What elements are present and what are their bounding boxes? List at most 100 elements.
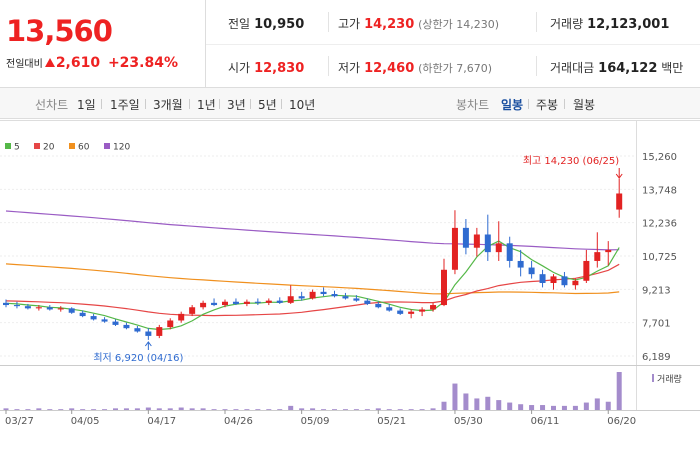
- y-tick-label: 12,236: [642, 219, 677, 230]
- volume-bar: [200, 408, 206, 410]
- candle-down: [254, 301, 261, 303]
- legend-label-60: 60: [78, 143, 90, 153]
- volume-bar: [47, 409, 53, 410]
- tab-1y[interactable]: 1년: [197, 98, 216, 112]
- candle-down: [397, 310, 404, 314]
- chart-tabs: 선차트 1일 1주일 3개월 1년 3년 5년 10년 봉차트 일봉 주봉 월봉: [0, 88, 700, 119]
- volume-bar: [397, 409, 403, 410]
- candle-down: [331, 294, 338, 297]
- up-arrow-icon: [44, 58, 55, 67]
- volume-bar: [178, 407, 184, 410]
- y-tick-label: 6,189: [642, 352, 671, 363]
- volume-bar: [277, 409, 283, 410]
- tab-3m[interactable]: 3개월: [153, 98, 183, 112]
- volume-bar: [310, 408, 316, 410]
- tab-1d[interactable]: 1일: [77, 98, 96, 112]
- volume-bar: [551, 405, 556, 410]
- volume-bar: [594, 398, 600, 410]
- x-tick-label: 05/21: [377, 416, 406, 427]
- tab-monthly[interactable]: 월봉: [573, 98, 596, 112]
- volume: 거래량 12,123,001: [550, 15, 669, 32]
- volume-bar: [211, 409, 217, 410]
- candle-down: [320, 291, 327, 295]
- volume-bar: [233, 409, 239, 410]
- tab-daily[interactable]: 일봉: [501, 98, 524, 112]
- annotations: 최고 14,230 (06/25) 최저 6,920 (04/16): [93, 155, 623, 364]
- candle-up: [189, 307, 196, 314]
- candle-down: [484, 234, 491, 253]
- volume-bar: [321, 409, 327, 410]
- ma-120-line: [5, 210, 620, 251]
- tab-3y[interactable]: 3년: [227, 98, 246, 112]
- volume-bar: [113, 408, 118, 410]
- volume-bar: [485, 396, 491, 410]
- volume-bar: [605, 401, 611, 410]
- candle-up: [178, 313, 185, 321]
- legend-swatch-60: [69, 143, 75, 149]
- candle-down: [211, 302, 218, 306]
- candle-up: [309, 291, 316, 299]
- tab-candle-chart[interactable]: 봉차트: [456, 98, 490, 112]
- volume-bar: [386, 409, 392, 410]
- candle-up: [605, 249, 612, 253]
- volume-bar: [375, 408, 381, 410]
- change-value: 2,610: [55, 55, 101, 71]
- volume-bar: [14, 409, 20, 410]
- legend-swatch-120: [104, 143, 110, 149]
- candle-down: [232, 301, 239, 304]
- candle-up: [200, 302, 207, 308]
- volume-bar: [507, 402, 513, 410]
- tab-10y[interactable]: 10년: [289, 98, 316, 112]
- candle-up: [156, 327, 163, 336]
- change-row: 전일대비 2,610 +23.84%: [6, 55, 178, 71]
- tab-5y[interactable]: 5년: [258, 98, 277, 112]
- candle-down: [123, 324, 130, 329]
- candle-down: [506, 243, 513, 261]
- volume-bar: [189, 408, 195, 410]
- change-pct: +23.84%: [107, 55, 178, 71]
- price-box: 13,560 전일대비 2,610 +23.84%: [0, 0, 206, 88]
- volume-bar: [266, 409, 272, 410]
- open-value: 12,830: [254, 61, 305, 76]
- high-label: 고가: [338, 17, 361, 31]
- low-label: 저가: [338, 61, 361, 75]
- volume-bar: [572, 405, 578, 410]
- moving-averages: [5, 210, 620, 331]
- candle-up: [222, 301, 228, 306]
- tab-weekly[interactable]: 주봉: [536, 98, 559, 112]
- legend-label-120: 120: [113, 143, 130, 153]
- volume-bar: [342, 409, 348, 410]
- candle-up: [594, 252, 601, 261]
- candle-down: [145, 331, 152, 336]
- current-price: 13,560: [6, 14, 113, 48]
- candle-up: [243, 301, 250, 304]
- low-value: 12,460: [364, 61, 415, 76]
- volume-bar: [299, 408, 305, 410]
- change-label: 전일대비: [6, 59, 43, 70]
- low-annotation: 최저 6,920 (04/16): [93, 352, 183, 364]
- volume-bar: [419, 409, 425, 410]
- high-price: 고가 14,230 (상한가 14,230): [338, 15, 499, 32]
- candles: [3, 178, 623, 340]
- tab-line-chart[interactable]: 선차트: [35, 98, 69, 112]
- volume-value: 12,123,001: [587, 17, 670, 32]
- high-annotation: 최고 14,230 (06/25): [523, 155, 619, 167]
- volume-legend-swatch: [652, 374, 654, 382]
- candle-down: [276, 300, 283, 303]
- volume-bar: [364, 409, 370, 410]
- candle-up: [473, 234, 480, 248]
- stock-chart[interactable]: 5 20 60 120 15,260 13,748 12,236 10,725 9,213 7,…: [0, 120, 700, 450]
- candle-up: [408, 311, 415, 314]
- volume-bar: [463, 393, 469, 410]
- tab-1w[interactable]: 1주일: [110, 98, 140, 112]
- volume-bar: [36, 408, 42, 410]
- candle-down: [79, 312, 86, 317]
- legend-swatch-20: [34, 143, 40, 149]
- volume-label: 거래량: [550, 17, 584, 31]
- candle-up: [57, 308, 64, 310]
- volume-bar: [332, 409, 337, 410]
- x-tick-label: 06/20: [607, 416, 636, 427]
- y-axis: 15,260 13,748 12,236 10,725 9,213 7,701 6,189: [642, 152, 677, 363]
- candle-down: [517, 260, 524, 268]
- candle-down: [561, 276, 568, 286]
